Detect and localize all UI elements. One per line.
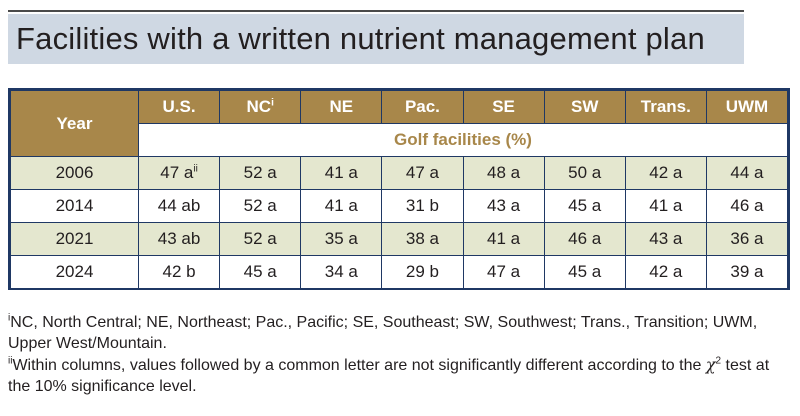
value-cell: 42 a — [624, 156, 707, 190]
top-rule — [8, 10, 744, 12]
footnote-marker: i — [271, 97, 274, 109]
subheader-row: Golf facilities (%) — [11, 123, 788, 157]
value-cell: 43 a — [462, 189, 545, 223]
value-cell: 46 a — [543, 222, 626, 256]
table-row: 2021 43 ab 52 a 35 a 38 a 41 a 46 a 43 a… — [10, 222, 789, 256]
footnotes: iNC, North Central; NE, Northeast; Pac.,… — [8, 312, 788, 397]
value-cell: 52 a — [219, 156, 302, 190]
value-cell: 43 a — [624, 222, 707, 256]
year-header: Year — [10, 90, 139, 157]
column-header: U.S. — [137, 90, 221, 124]
footnote-marker: ii — [8, 355, 13, 367]
table-row: 2014 44 ab 52 a 41 a 31 b 43 a 45 a 41 a… — [10, 189, 789, 223]
year-cell: 2021 — [10, 222, 139, 256]
footnote-marker: ii — [193, 163, 198, 175]
value-cell: 44 a — [705, 156, 789, 190]
value-cell: 36 a — [705, 222, 789, 256]
column-header: NCi — [219, 90, 302, 124]
value-cell: 47 a — [381, 156, 464, 190]
value-cell: 35 a — [300, 222, 383, 256]
value-cell: 38 a — [381, 222, 464, 256]
value-cell: 47 aii — [137, 156, 221, 190]
value-cell: 43 ab — [137, 222, 221, 256]
value-cell: 42 a — [624, 255, 707, 289]
header-row: Year U.S. NCi NE Pac. SE SW Trans. UWM — [10, 90, 789, 157]
value-cell: 29 b — [381, 255, 464, 289]
year-cell: 2006 — [10, 156, 139, 190]
value-cell: 41 a — [624, 189, 707, 223]
subheader-label: Golf facilities (%) — [138, 123, 788, 157]
data-table-frame: Year U.S. NCi NE Pac. SE SW Trans. UWM G… — [8, 88, 790, 290]
value-cell: 45 a — [543, 255, 626, 289]
chi-symbol: χ — [705, 355, 716, 374]
title-band: Facilities with a written nutrient manag… — [8, 14, 744, 64]
value-cell: 47 a — [462, 255, 545, 289]
column-header: Pac. — [381, 90, 464, 124]
value-cell: 42 b — [137, 255, 221, 289]
value-cell: 50 a — [543, 156, 626, 190]
column-header: SW — [543, 90, 626, 124]
value-cell: 52 a — [219, 222, 302, 256]
column-header: UWM — [705, 90, 789, 124]
data-table: Year U.S. NCi NE Pac. SE SW Trans. UWM G… — [10, 90, 789, 289]
footnote-2: iiWithin columns, values followed by a c… — [8, 355, 770, 395]
footnote-marker: i — [8, 312, 11, 324]
value-cell: 46 a — [705, 189, 789, 223]
column-header: Trans. — [624, 90, 707, 124]
value-cell: 45 a — [219, 255, 302, 289]
value-cell: 34 a — [300, 255, 383, 289]
table-title: Facilities with a written nutrient manag… — [16, 21, 705, 56]
value-cell: 45 a — [543, 189, 626, 223]
value-cell: 41 a — [462, 222, 545, 256]
value-cell: 52 a — [219, 189, 302, 223]
value-cell: 48 a — [462, 156, 545, 190]
footnote-1: iNC, North Central; NE, Northeast; Pac.,… — [8, 312, 758, 352]
table-row: 2006 47 aii 52 a 41 a 47 a 48 a 50 a 42 … — [10, 156, 789, 190]
value-cell: 41 a — [300, 189, 383, 223]
value-cell: 31 b — [381, 189, 464, 223]
value-cell: 39 a — [705, 255, 789, 289]
year-cell: 2024 — [10, 255, 139, 289]
value-cell: 44 ab — [137, 189, 221, 223]
value-cell: 41 a — [300, 156, 383, 190]
column-header: NE — [300, 90, 383, 124]
year-cell: 2014 — [10, 189, 139, 223]
column-header: SE — [462, 90, 545, 124]
table-row: 2024 42 b 45 a 34 a 29 b 47 a 45 a 42 a … — [10, 255, 789, 289]
